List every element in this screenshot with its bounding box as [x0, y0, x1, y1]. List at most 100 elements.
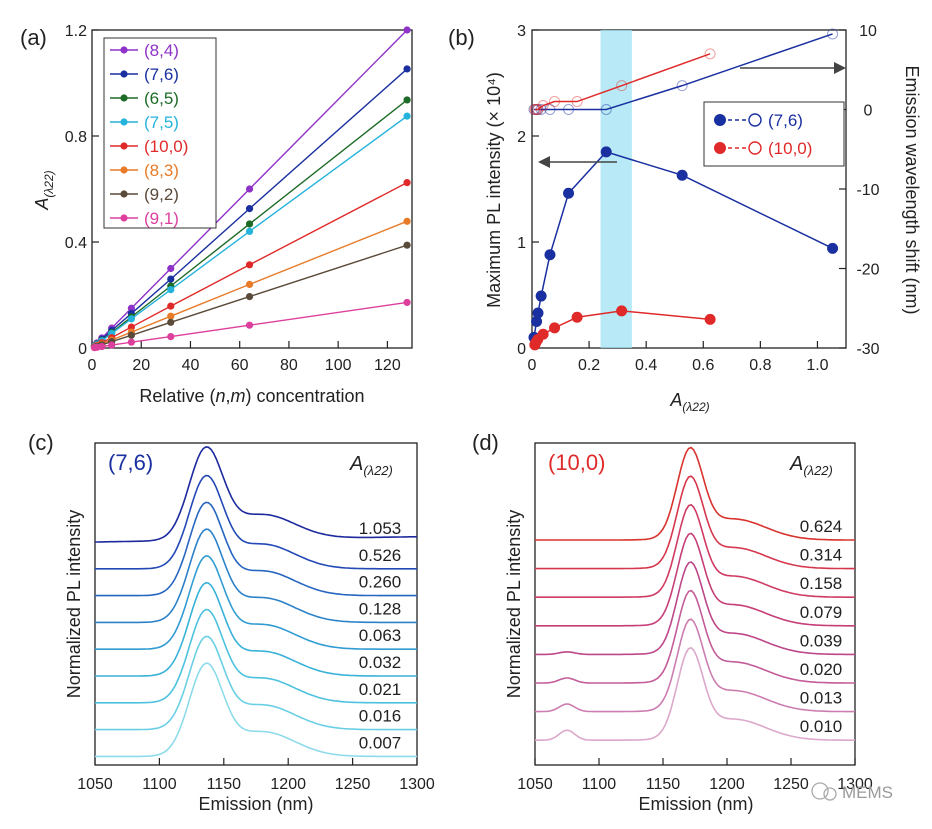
panel-b-ylabel-left: Maximum PL intensity (× 10⁴) — [484, 72, 504, 308]
panel-b: (b) Maximum PL intensity (× 10⁴) Emissio… — [448, 23, 922, 414]
spectrum-line — [535, 561, 855, 656]
legend-marker — [120, 46, 128, 54]
spectrum-label: 0.021 — [359, 680, 402, 699]
data-point — [167, 286, 175, 294]
panel-c-label: (c) — [28, 430, 54, 455]
spectrum-line — [535, 446, 855, 541]
spectrum-line — [535, 589, 855, 684]
legend-label: (8,3) — [144, 161, 179, 180]
spectrum-label: 0.007 — [359, 733, 402, 752]
spectrum-label: 0.260 — [359, 573, 402, 592]
data-point — [245, 205, 254, 213]
x-tick-label: 0.2 — [578, 357, 600, 374]
data-point-open — [529, 104, 541, 115]
legend-marker-filled — [714, 114, 726, 126]
data-point-open — [544, 104, 556, 115]
legend-marker — [120, 94, 128, 102]
data-point — [403, 217, 411, 225]
data-point — [531, 316, 543, 327]
spectrum-line — [535, 618, 855, 713]
x-tick-label: 40 — [182, 357, 200, 374]
panel-b-legend — [703, 101, 845, 167]
x-tick-label: 1250 — [335, 776, 371, 793]
panel-d-ylabel: Normalized PL intensity — [504, 510, 524, 698]
spectrum-line — [95, 528, 417, 624]
data-point-open — [676, 80, 688, 92]
y-right-tick-label: 0 — [864, 103, 873, 120]
data-point — [403, 96, 411, 104]
data-point — [167, 333, 175, 341]
x-tick-label: 0 — [88, 357, 97, 374]
y-tick-label: 1 — [517, 235, 526, 252]
series-line — [534, 53, 711, 111]
data-point — [403, 26, 411, 34]
panel-c-frame — [94, 442, 418, 766]
legend-marker — [120, 70, 128, 78]
x-tick-label: 1300 — [399, 776, 435, 793]
data-point-open — [532, 104, 544, 115]
data-point — [403, 112, 411, 120]
data-point — [245, 227, 254, 235]
data-point-open — [827, 28, 839, 40]
spectrum-label: 0.020 — [800, 660, 843, 679]
spectrum-label: 0.013 — [800, 689, 843, 708]
watermark: MEMS — [811, 782, 893, 802]
spectrum-line — [95, 608, 417, 704]
legend-marker — [120, 214, 128, 222]
spectrum-label: 0.079 — [800, 603, 843, 622]
legend-label: (7,5) — [144, 113, 179, 132]
data-point — [245, 321, 254, 329]
data-point — [549, 322, 561, 334]
y-right-tick-label: -30 — [856, 341, 879, 358]
x-tick-label: 0.8 — [749, 357, 771, 374]
legend-marker-filled — [714, 142, 726, 154]
legend-marker-open — [748, 113, 762, 127]
y-right-tick-label: -10 — [856, 182, 879, 199]
series-line — [533, 33, 833, 111]
panel-d-legend-header: A(λ22) — [789, 453, 833, 478]
panel-d-title: (10,0) — [548, 450, 605, 475]
panel-a-frame — [91, 29, 413, 349]
x-tick-label: 1200 — [270, 776, 306, 793]
legend-label: (9,1) — [144, 209, 179, 228]
data-point-open — [531, 104, 543, 115]
y-tick-label: 0 — [78, 341, 87, 358]
legend-label: (10,0) — [144, 137, 188, 156]
x-tick-label: 1300 — [837, 776, 873, 793]
spectrum-line — [95, 662, 417, 758]
data-point — [127, 338, 135, 346]
x-tick-label: 1150 — [646, 776, 681, 793]
panel-a-label: (a) — [20, 25, 47, 50]
x-tick-label: 20 — [132, 357, 150, 374]
spectrum-line — [535, 532, 855, 627]
panel-b-label: (b) — [448, 25, 475, 50]
spectrum-line — [95, 446, 418, 543]
y-tick-label: 1.2 — [65, 23, 87, 40]
data-point — [535, 290, 547, 302]
panel-b-xlabel: A(λ22) — [669, 390, 709, 414]
data-point — [827, 242, 839, 254]
spectrum-line — [95, 555, 417, 651]
spectrum-label: 0.526 — [359, 546, 402, 565]
data-point-open — [600, 104, 612, 115]
spectrum-label: 0.063 — [359, 626, 402, 645]
data-point — [571, 311, 583, 323]
data-point — [167, 318, 175, 326]
spectrum-label: 0.314 — [800, 546, 843, 565]
spectrum-line — [95, 474, 417, 570]
data-point — [167, 264, 175, 273]
x-tick-label: 1100 — [582, 776, 617, 793]
x-tick-label: 100 — [325, 357, 352, 374]
panel-d-xlabel: Emission (nm) — [638, 794, 753, 814]
watermark-text: MEMS — [842, 783, 893, 802]
data-point — [167, 302, 175, 310]
legend-label: (6,5) — [144, 89, 179, 108]
data-point — [245, 220, 254, 228]
panel-a: (a) Relative (n,m) concentration A(λ22) … — [20, 23, 413, 406]
panel-c: (c) (7,6) A(λ22) Normalized PL intensity… — [28, 430, 435, 814]
panel-c-legend-header: A(λ22) — [349, 453, 393, 478]
spectrum-line — [95, 501, 417, 597]
x-tick-label: 60 — [231, 357, 249, 374]
data-point — [616, 305, 628, 317]
x-tick-label: 1050 — [77, 776, 113, 793]
